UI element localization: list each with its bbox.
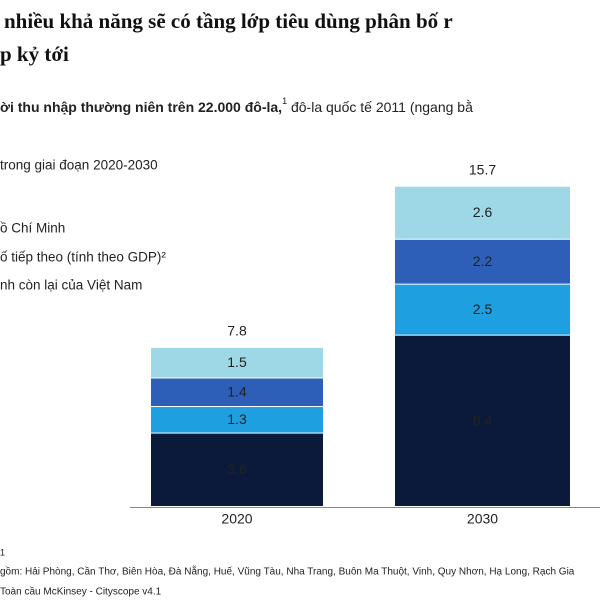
value-label: 8.4 bbox=[473, 412, 493, 428]
bar-segment bbox=[151, 347, 323, 378]
bar-segment bbox=[151, 407, 323, 433]
subtitle-bold: ời thu nhập thường niên trên 22.000 đô-l… bbox=[0, 99, 282, 115]
value-label: 1.5 bbox=[227, 354, 247, 370]
footnote: gồm: Hải Phòng, Cần Thơ, Biên Hòa, Đà Nẵ… bbox=[0, 565, 575, 578]
subtitle: ời thu nhập thường niên trên 22.000 đô-l… bbox=[0, 96, 473, 114]
chart-title: nhiều khả năng sẽ có tầng lớp tiêu dùng … bbox=[4, 9, 453, 33]
legend-title: trong giai đoạn 2020-2030 bbox=[0, 158, 158, 173]
bar-segment bbox=[151, 378, 323, 407]
bar-segment bbox=[395, 284, 570, 335]
bar-segment bbox=[395, 186, 570, 239]
value-label: 1.3 bbox=[227, 411, 247, 427]
subtitle-sup: 1 bbox=[282, 96, 287, 106]
chart-title: p kỷ tới bbox=[0, 42, 69, 66]
value-label: 2.2 bbox=[473, 253, 493, 269]
x-tick-label: 2020 bbox=[221, 511, 252, 527]
footnote: Toàn cầu McKinsey - Cityscope v4.1 bbox=[0, 586, 162, 598]
footnote: 1 bbox=[0, 547, 5, 557]
total-label: 7.8 bbox=[227, 323, 247, 339]
legend-label: nh còn lại của Việt Nam bbox=[0, 278, 142, 293]
bar-segment bbox=[151, 433, 323, 506]
total-label: 15.7 bbox=[469, 161, 496, 177]
value-label: 3.6 bbox=[227, 461, 247, 477]
value-label: 2.5 bbox=[473, 301, 493, 317]
bar-segment bbox=[395, 335, 570, 506]
legend-label: ố tiếp theo (tính theo GDP)² bbox=[0, 250, 166, 265]
value-label: 2.6 bbox=[473, 204, 493, 220]
subtitle-rest: đô-la quốc tế 2011 (ngang bằ bbox=[287, 99, 473, 115]
value-label: 1.4 bbox=[227, 383, 247, 399]
legend-label: ồ Chí Minh bbox=[0, 221, 65, 236]
bar-segment bbox=[395, 239, 570, 284]
x-tick-label: 2030 bbox=[467, 511, 498, 527]
